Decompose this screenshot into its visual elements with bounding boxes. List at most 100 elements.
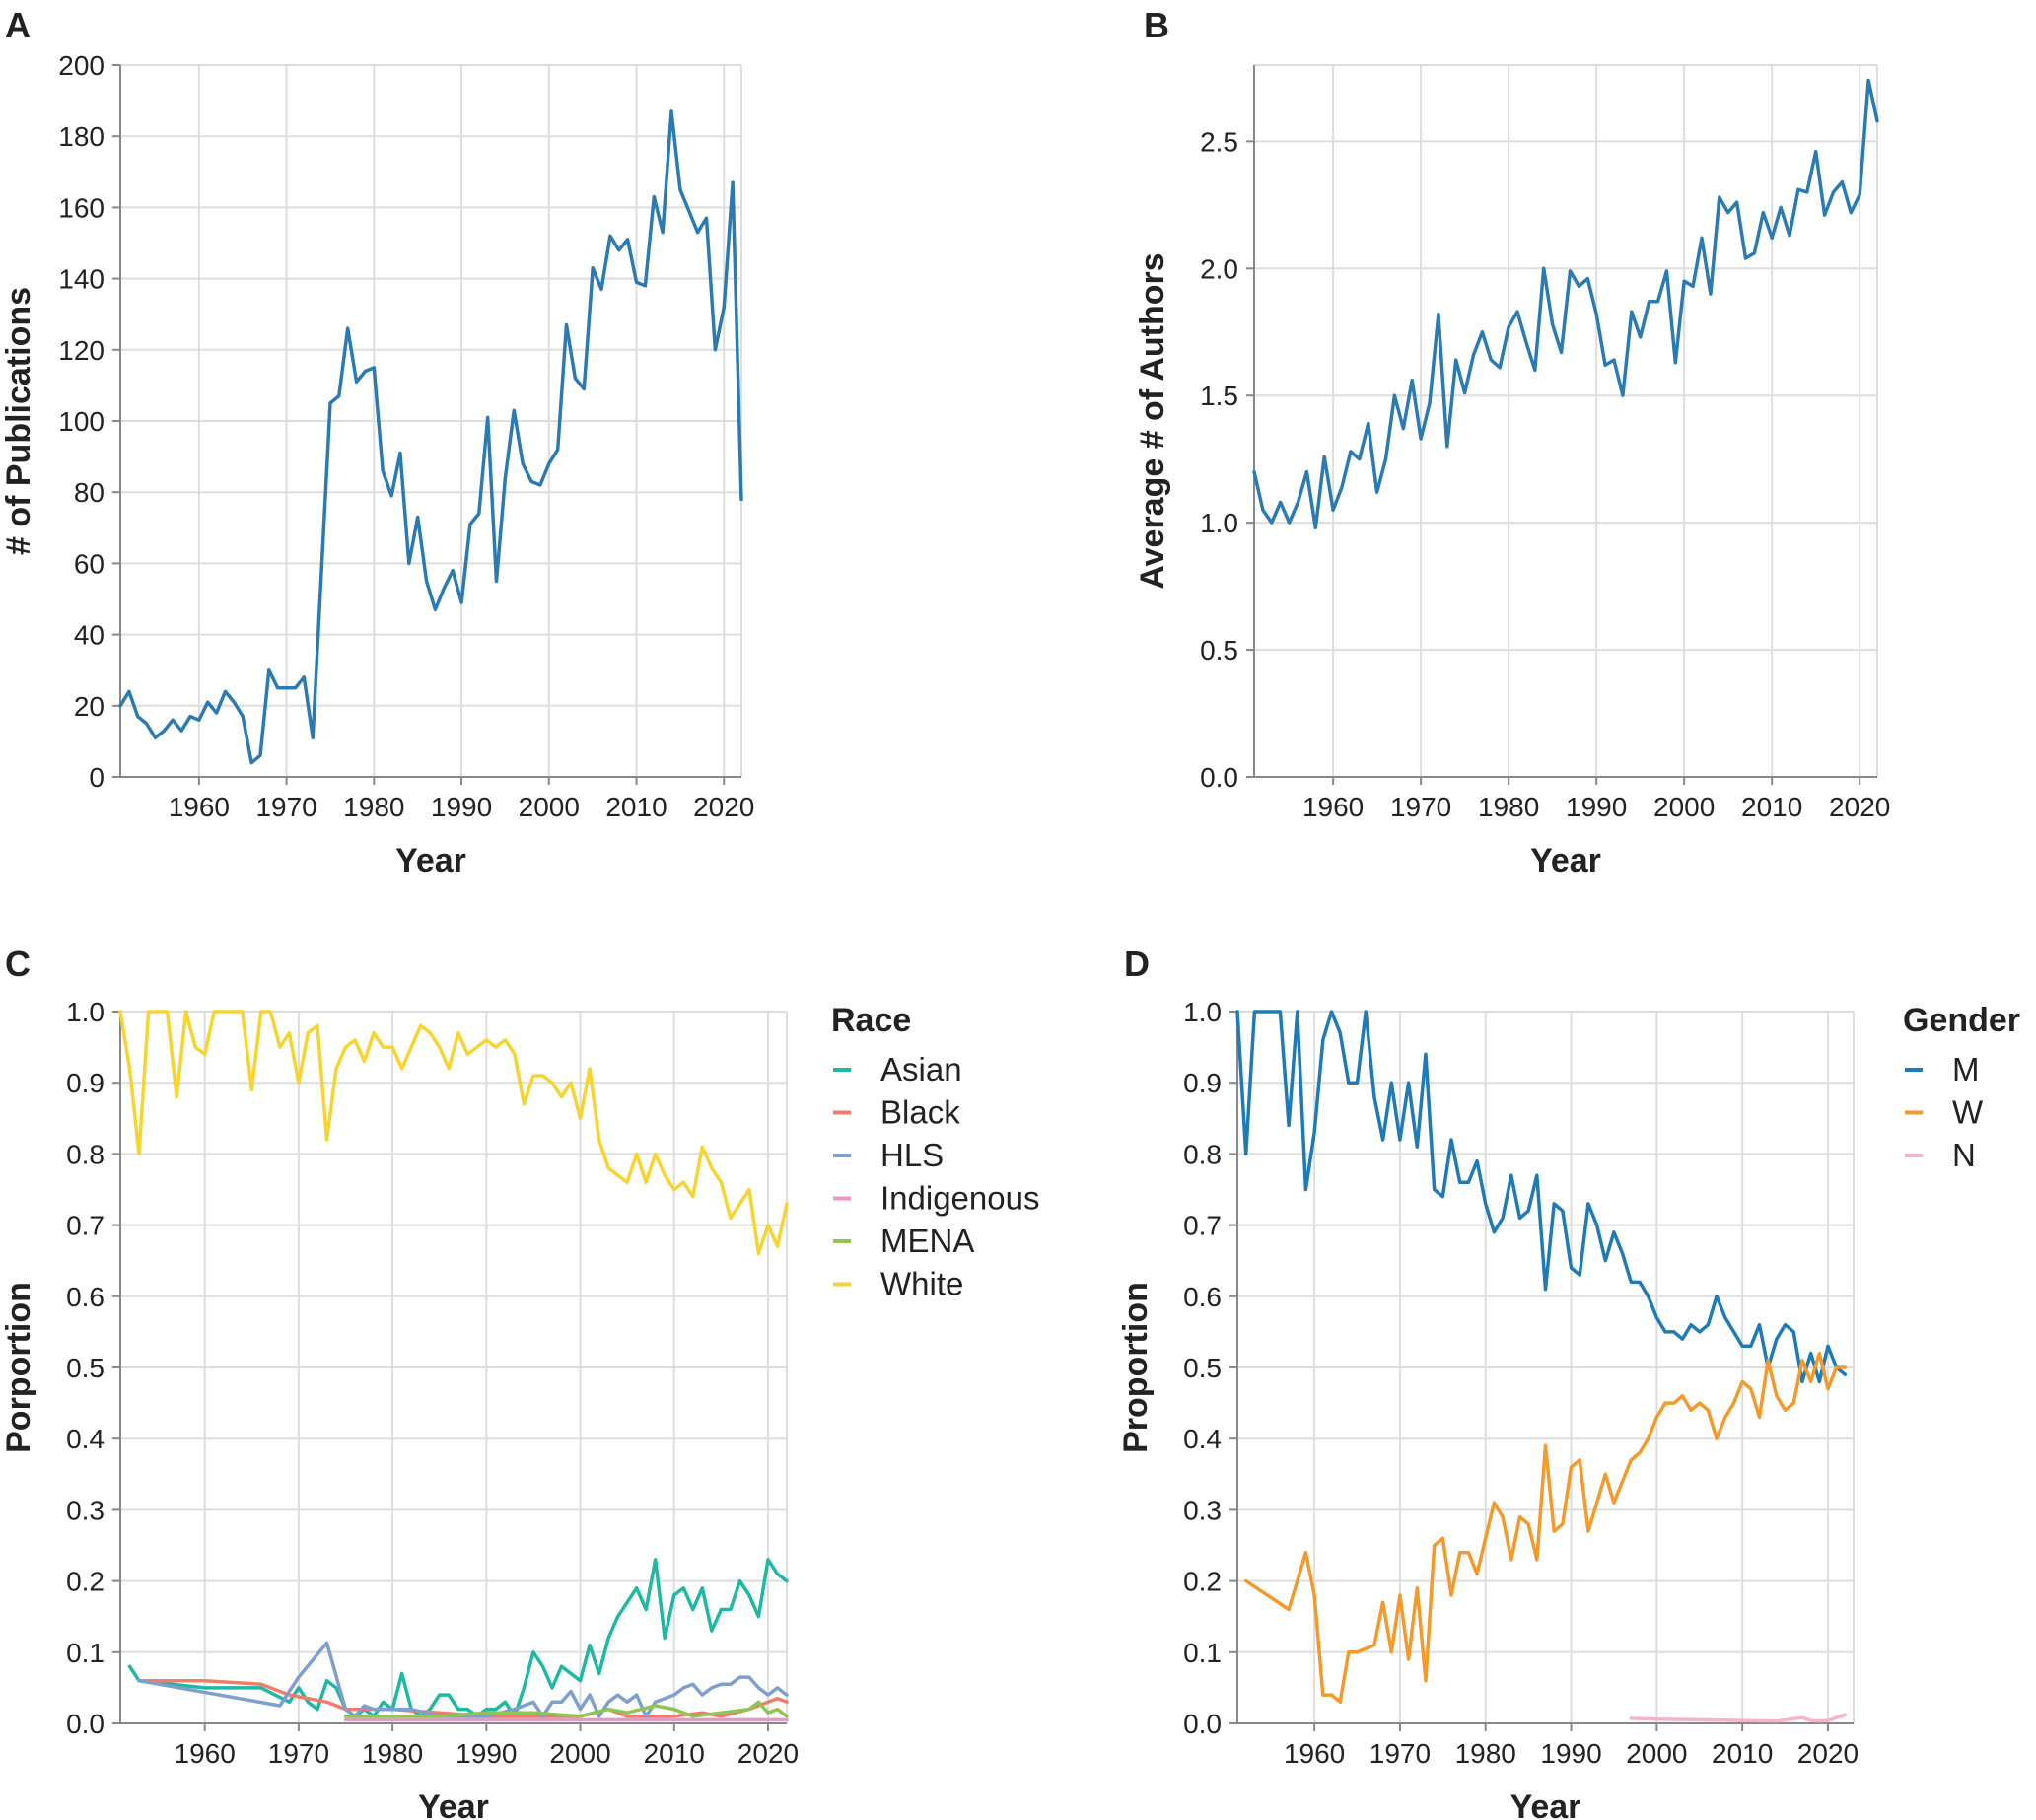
- y-tick-label: 2.0: [1200, 253, 1238, 284]
- y-tick-label: 2.5: [1200, 126, 1238, 157]
- y-tick-label: 0.3: [1183, 1495, 1222, 1525]
- chart-panel-b: 1960 1970 1980 1990 2000 2010 2020 0.0 0.5 1.0 1.5…: [1134, 64, 1890, 879]
- y-tick-label: 180: [58, 121, 105, 152]
- legend: Race Asian Black HLS Indigenous MENA White: [831, 1002, 1039, 1302]
- y-tick-label: 0.9: [66, 1068, 105, 1098]
- legend-title: Race: [831, 1002, 911, 1039]
- x-tick-label: 2020: [737, 1738, 799, 1769]
- x-tick-label: 1970: [1369, 1738, 1431, 1769]
- series-line-mena: [343, 1700, 789, 1718]
- legend-label-mena: MENA: [880, 1223, 974, 1259]
- panel-letter-c: C: [5, 944, 31, 984]
- y-tick-label: 160: [58, 192, 105, 223]
- chart-panels: 1960 1970 1980 1990 2000 2010 2020 0 20 40 60 80 100…: [0, 50, 2020, 1820]
- y-axis-title: # of Publications: [0, 287, 37, 555]
- x-tick-label: 1990: [431, 792, 492, 822]
- y-tick-label: 0.7: [66, 1211, 105, 1241]
- y-tick-label: 0.0: [1200, 762, 1238, 793]
- y-tick-label: 1.5: [1200, 381, 1238, 411]
- y-tick-label: 0.6: [1183, 1282, 1222, 1312]
- x-tick-label: 1970: [1390, 792, 1451, 822]
- series-line-n: [1629, 1713, 1848, 1723]
- panel-letter-a: A: [5, 5, 31, 45]
- series-line-series: [1252, 78, 1879, 530]
- y-tick-label: 140: [58, 264, 105, 295]
- y-axis-title: Porportion: [0, 1282, 37, 1453]
- y-tick-label: 0.5: [66, 1353, 105, 1383]
- y-tick-label: 1.0: [1183, 997, 1222, 1027]
- y-axis-title: Proportion: [1117, 1282, 1155, 1453]
- legend-label-white: White: [880, 1266, 963, 1302]
- series-line-series: [118, 109, 743, 765]
- x-axis-title: Year: [1530, 842, 1601, 879]
- x-tick-label: 2020: [1797, 1738, 1859, 1769]
- y-axis-title: Average # of Authors: [1134, 252, 1171, 589]
- x-tick-label: 2000: [519, 792, 580, 822]
- x-axis-title: Year: [395, 842, 466, 879]
- x-tick-label: 1980: [362, 1738, 423, 1769]
- y-tick-label: 0.4: [66, 1424, 105, 1454]
- series-line-m: [1235, 1010, 1848, 1384]
- y-tick-label: 0.4: [1183, 1424, 1222, 1454]
- y-tick-label: 40: [74, 620, 105, 651]
- series-line-white: [118, 1010, 789, 1256]
- y-tick-label: 0.0: [66, 1709, 105, 1739]
- x-axis-title: Year: [1510, 1788, 1581, 1820]
- legend-label-m: M: [1952, 1051, 1980, 1087]
- y-tick-label: 120: [58, 335, 105, 366]
- y-tick-label: 1.0: [66, 997, 105, 1027]
- y-tick-label: 1.0: [1200, 508, 1238, 538]
- y-tick-label: 200: [58, 50, 105, 81]
- y-tick-label: 0.5: [1200, 635, 1238, 665]
- series-line-w: [1243, 1351, 1848, 1705]
- chart-panel-a: 1960 1970 1980 1990 2000 2010 2020 0 20 40 60 80 100…: [0, 50, 754, 879]
- x-tick-label: 1970: [255, 792, 316, 822]
- y-tick-label: 0.1: [66, 1638, 105, 1668]
- x-axis-title: Year: [418, 1788, 489, 1820]
- y-tick-label: 0.2: [1183, 1567, 1222, 1597]
- y-tick-label: 100: [58, 406, 105, 437]
- y-tick-label: 60: [74, 548, 105, 579]
- x-tick-label: 2000: [1626, 1738, 1687, 1769]
- y-tick-label: 80: [74, 477, 105, 508]
- x-tick-label: 1960: [175, 1738, 236, 1769]
- y-tick-label: 20: [74, 691, 105, 722]
- legend-label-w: W: [1952, 1094, 1984, 1131]
- y-tick-label: 0.2: [66, 1567, 105, 1597]
- legend-title: Gender: [1903, 1002, 2020, 1039]
- y-tick-label: 0.9: [1183, 1068, 1222, 1098]
- x-tick-label: 1970: [268, 1738, 329, 1769]
- y-tick-label: 0.3: [66, 1495, 105, 1525]
- x-tick-label: 2010: [644, 1738, 705, 1769]
- x-tick-label: 2010: [605, 792, 667, 822]
- y-tick-label: 0: [89, 762, 105, 793]
- x-tick-label: 1960: [1302, 792, 1364, 822]
- x-tick-label: 1960: [169, 792, 230, 822]
- x-tick-label: 1960: [1284, 1738, 1345, 1769]
- legend: Gender MWN: [1903, 1002, 2020, 1173]
- chart-panel-c: 1960 1970 1980 1990 2000 2010 2020 0.0 0.1 0.2 0.3…: [0, 997, 1039, 1820]
- x-tick-label: 2020: [693, 792, 754, 822]
- x-tick-label: 1980: [1455, 1738, 1516, 1769]
- y-tick-label: 0.1: [1183, 1638, 1222, 1668]
- y-tick-label: 0.6: [66, 1282, 105, 1312]
- y-tick-label: 0.7: [1183, 1211, 1222, 1241]
- panel-letter-d: D: [1124, 944, 1150, 984]
- x-tick-label: 1980: [1478, 792, 1539, 822]
- legend-label-n: N: [1952, 1137, 1976, 1173]
- series-line-asian: [127, 1558, 789, 1718]
- legend-label-hls: HLS: [880, 1137, 944, 1173]
- legend-label-black: Black: [880, 1094, 960, 1131]
- x-tick-label: 1990: [1566, 792, 1627, 822]
- chart-panel-d: 1960 1970 1980 1990 2000 2010 2020 0.0 0.1 0.2 0.3…: [1117, 997, 2020, 1820]
- x-tick-label: 1980: [343, 792, 404, 822]
- y-tick-label: 0.5: [1183, 1353, 1222, 1383]
- x-tick-label: 1990: [1540, 1738, 1601, 1769]
- x-tick-label: 2000: [1653, 792, 1715, 822]
- series-line-hls: [137, 1641, 789, 1718]
- y-tick-label: 0.8: [1183, 1139, 1222, 1169]
- y-tick-label: 0.0: [1183, 1709, 1222, 1739]
- x-tick-label: 2010: [1741, 792, 1802, 822]
- x-tick-label: 2000: [549, 1738, 610, 1769]
